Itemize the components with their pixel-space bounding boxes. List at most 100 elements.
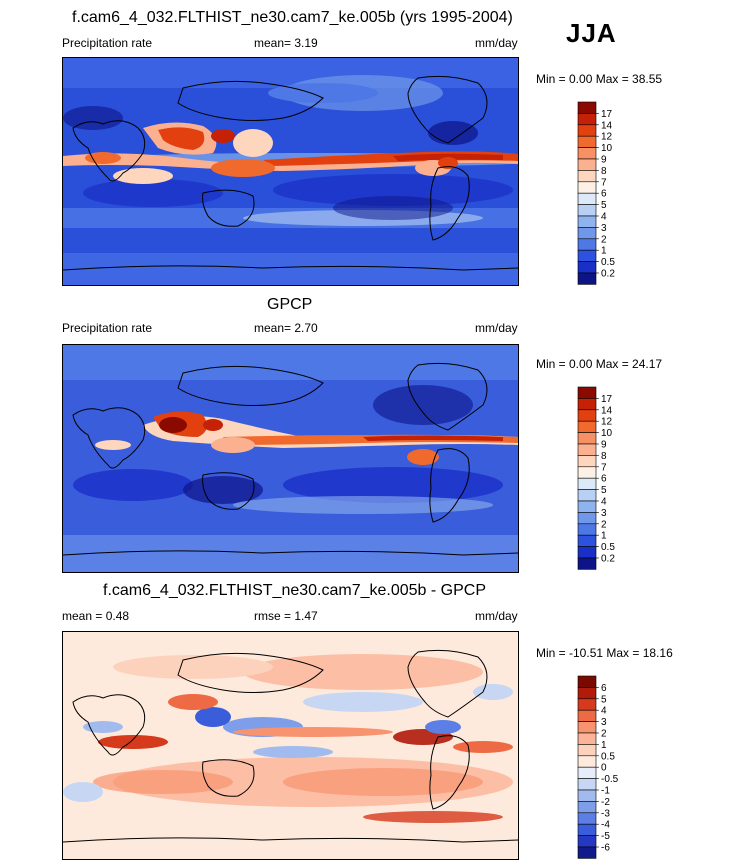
colorbar-box [577,455,597,468]
colorbar-tick-label: 2 [601,234,607,245]
colorbar-box [577,687,597,700]
colorbar-tick-label: 0.2 [601,269,615,280]
colorbar-tick-label: 5 [601,694,607,705]
colorbar-tick-label: 6 [601,189,607,200]
colorbar-box [577,420,597,433]
panel1-variable-label: Precipitation rate [62,36,153,50]
colorbar-box [577,192,597,205]
colorbar-tick-label: 8 [601,451,607,462]
colorbar-tick-label: -6 [601,843,610,854]
panel3-title: f.cam6_4_032.FLTHIST_ne30.cam7_ke.005b -… [103,582,487,599]
colorbar-tick-label: 17 [601,394,613,405]
panel3-rmse-label: rmse = 1.47 [254,609,318,623]
colorbar-tick-label: -5 [601,831,610,842]
season-label: JJA [566,18,617,48]
colorbar-tick-label: 10 [601,428,613,439]
colorbar-tick-label: 7 [601,177,607,188]
colorbar-box [577,546,597,559]
colorbar-box [577,443,597,456]
colorbar-box [577,477,597,490]
panel2-minmax-label: Min = 0.00 Max = 24.17 [536,357,663,371]
panel2-units-label: mm/day [475,321,518,335]
panel2-title: GPCP [267,296,313,313]
colorbar-box [577,158,597,171]
colorbar-tick-label: 10 [601,143,613,154]
colorbar-tick-label: 1 [601,246,607,257]
colorbar-tick-label: 17 [601,109,613,120]
colorbar-tick-label: 4 [601,706,607,717]
colorbar-tick-label: 0.5 [601,257,615,268]
colorbar-tick-label: 7 [601,462,607,473]
colorbar-tick-label: 1 [601,531,607,542]
panel3-minmax-label: Min = -10.51 Max = 18.16 [536,646,673,660]
colorbar-tick-label: 4 [601,212,607,223]
colorbar-tick-label: 0.5 [601,751,615,762]
colorbar-tick-label: -3 [601,808,610,819]
colorbar-tick-label: 4 [601,497,607,508]
panel1-map-field [63,58,518,285]
colorbar-tick-label: 9 [601,440,607,451]
panel1-title: f.cam6_4_032.FLTHIST_ne30.cam7_ke.005b (… [72,9,513,26]
colorbar-box [577,698,597,711]
panel1-map [62,57,519,286]
colorbar-box [577,113,597,126]
colorbar-box [577,170,597,183]
colorbar-tick-label: 12 [601,132,613,143]
colorbar-box [577,135,597,148]
colorbar-box [577,489,597,502]
panel1-colorbar: 17 14 12 10 9 8 7 6 5 4 3 2 1 0.5 0.2 [577,101,638,285]
colorbar-box [577,227,597,240]
colorbar-box [577,835,597,848]
colorbar-tick-label: 8 [601,166,607,177]
colorbar-tick-label: 0.5 [601,542,615,553]
colorbar-box [577,709,597,722]
colorbar-box [577,466,597,479]
colorbar-tick-label: 6 [601,683,607,694]
colorbar-box [577,789,597,802]
colorbar-tick-label: 0 [601,763,607,774]
colorbar-tick-label: 9 [601,155,607,166]
colorbar-box [577,215,597,228]
panel2-map [62,344,519,573]
colorbar-box [577,766,597,779]
panel1-units-label: mm/day [475,36,518,50]
colorbar-box [577,398,597,411]
colorbar-box [577,101,597,114]
colorbar-box [577,523,597,536]
panel3-map [62,631,519,860]
colorbar-box [577,812,597,825]
panel3-map-field [63,632,518,859]
colorbar-box [577,801,597,814]
colorbar-tick-label: -4 [601,820,610,831]
colorbar-box [577,778,597,791]
colorbar-box [577,238,597,251]
colorbar-tick-label: 1 [601,740,607,751]
panel3-colorbar: 6 5 4 3 2 1 0.5 0 -0.5 -1 -2 -3 -4 -5 -6 [577,675,638,859]
colorbar-box [577,557,597,570]
colorbar-box [577,744,597,757]
panel3-units-label: mm/day [475,609,518,623]
panel2-colorbar: 17 14 12 10 9 8 7 6 5 4 3 2 1 0.5 0.2 [577,386,638,570]
colorbar-box [577,409,597,422]
colorbar-tick-label: 12 [601,417,613,428]
colorbar-box [577,386,597,399]
panel2-map-field [63,345,518,572]
colorbar-box [577,675,597,688]
colorbar-box [577,124,597,137]
colorbar-box [577,534,597,547]
colorbar-box [577,755,597,768]
colorbar-tick-label: 5 [601,200,607,211]
panel1-minmax-label: Min = 0.00 Max = 38.55 [536,72,663,86]
panel1-mean-label: mean= 3.19 [254,36,318,50]
colorbar-box [577,261,597,274]
colorbar-box [577,500,597,513]
colorbar-box [577,181,597,194]
colorbar-tick-label: 2 [601,519,607,530]
colorbar-tick-label: -1 [601,786,610,797]
colorbar-box [577,204,597,217]
colorbar-box [577,432,597,445]
colorbar-box [577,823,597,836]
colorbar-box [577,512,597,525]
panel2-variable-label: Precipitation rate [62,321,153,335]
